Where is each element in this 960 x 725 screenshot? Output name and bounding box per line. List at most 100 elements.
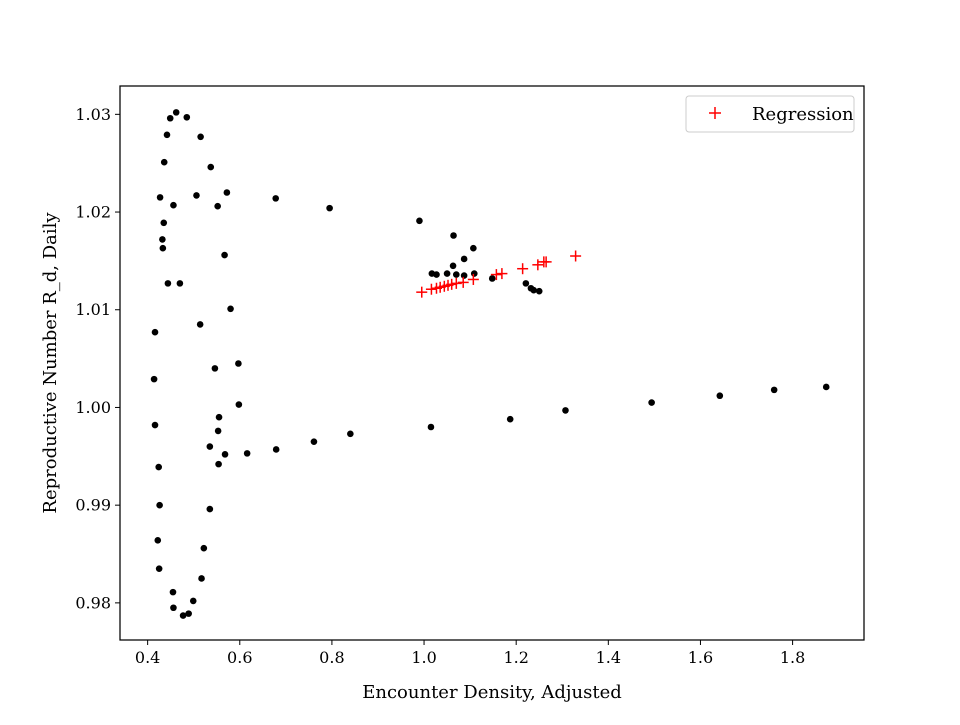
legend-box (685, 95, 855, 133)
data-point (160, 158, 168, 166)
data-point (206, 505, 214, 513)
y-tick-label: 0.99 (75, 496, 111, 515)
data-point (155, 463, 162, 471)
data-point (214, 427, 222, 435)
data-point (211, 365, 219, 372)
data-point (272, 446, 280, 453)
data-point (215, 413, 223, 421)
data-point (272, 195, 280, 202)
data-point (176, 280, 184, 287)
data-point (166, 114, 174, 122)
legend-label-regression: Regression (752, 104, 854, 125)
data-point (822, 383, 830, 391)
data-point (156, 501, 163, 509)
data-point (207, 163, 215, 171)
data-point (150, 375, 158, 383)
data-point (235, 360, 242, 367)
regression-point (446, 278, 458, 290)
data-point (159, 244, 167, 252)
legend: Regression (685, 95, 855, 133)
x-tick-label: 0.8 (319, 648, 344, 667)
data-point (460, 272, 468, 279)
y-tick-label: 1.02 (75, 203, 111, 222)
data-point (562, 407, 569, 414)
data-point (227, 305, 234, 313)
data-point (172, 109, 180, 116)
data-point (179, 612, 187, 619)
data-point (449, 262, 457, 270)
regression-point (450, 277, 462, 289)
data-point (215, 460, 222, 468)
y-tick-label: 1.01 (75, 300, 111, 319)
data-point (470, 244, 477, 252)
data-point (716, 392, 724, 400)
regression-point (517, 263, 529, 275)
x-axis: 0.4 0.6 0.8 1.0 1.2 1.4 1.6 1.8 (135, 640, 805, 667)
data-point (450, 232, 457, 239)
legend-plus-icon (709, 107, 721, 119)
data-point (151, 421, 159, 429)
data-point (189, 597, 197, 605)
x-tick-label: 1.4 (596, 648, 621, 667)
legend-plus-marker (709, 107, 721, 119)
data-point (470, 270, 478, 277)
data-point (648, 399, 655, 406)
data-point (164, 280, 172, 287)
data-point (196, 321, 204, 328)
data-point (310, 438, 318, 445)
y-axis-title: Reproductive Number R_d, Daily (40, 212, 61, 514)
data-point (170, 604, 177, 612)
data-point (155, 565, 163, 572)
data-point (185, 610, 192, 617)
regression-point (532, 259, 544, 271)
data-point (159, 236, 166, 243)
data-point (151, 328, 159, 336)
y-axis: 0.98 0.99 1.00 1.01 1.02 1.03 (75, 105, 120, 612)
data-point (443, 270, 451, 277)
x-tick-label: 1.8 (780, 648, 805, 667)
data-point (170, 201, 177, 209)
x-tick-label: 0.4 (135, 648, 160, 667)
data-point (200, 544, 208, 552)
data-point (156, 194, 164, 201)
data-point (770, 386, 778, 394)
data-point (223, 189, 231, 196)
data-point (221, 451, 229, 458)
data-point (221, 251, 228, 259)
data-point (163, 131, 171, 139)
data-point (169, 588, 177, 596)
data-point (193, 192, 200, 199)
x-tick-label: 1.6 (688, 648, 713, 667)
data-point (535, 287, 543, 295)
regression-point (416, 286, 428, 298)
data-point (214, 202, 221, 210)
data-point (506, 415, 514, 423)
regression-point (490, 269, 502, 281)
data-point (197, 133, 204, 141)
data-point (160, 219, 168, 227)
regression-point (540, 256, 552, 268)
regression-point (457, 276, 469, 288)
regression-point (467, 273, 479, 285)
data-point (183, 113, 191, 121)
data-point (243, 450, 251, 457)
x-axis-title: Encounter Density, Adjusted (362, 682, 622, 703)
data-point (460, 255, 468, 263)
x-tick-label: 0.6 (227, 648, 252, 667)
regression-point (570, 250, 582, 262)
data-point (326, 204, 333, 212)
data-point (530, 286, 537, 294)
data-point (427, 423, 435, 431)
plot-area-frame (119, 85, 865, 641)
data-point (522, 280, 530, 287)
data-point (198, 575, 205, 582)
regression-point (425, 283, 437, 295)
data-points-layer (150, 109, 830, 619)
x-tick-label: 1.2 (503, 648, 528, 667)
data-point (416, 217, 423, 225)
data-point (154, 537, 162, 544)
regression-point (496, 268, 508, 280)
data-point (452, 271, 460, 278)
